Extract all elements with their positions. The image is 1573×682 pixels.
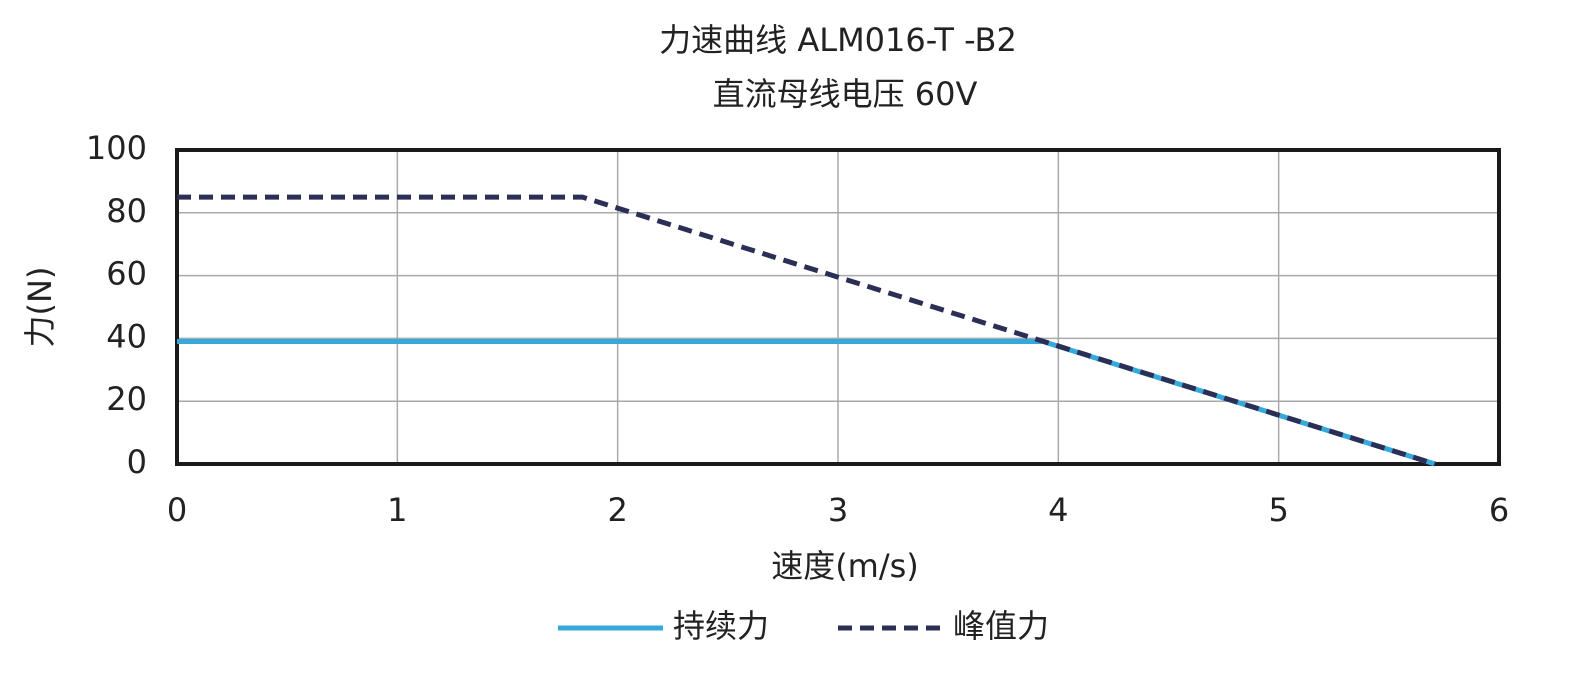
x-axis-label: 速度(m/s) <box>771 547 919 585</box>
plot-frame <box>175 148 1501 466</box>
series-line <box>177 194 1436 467</box>
chart-title: 力速曲线 ALM016-T -B2 <box>659 21 1017 59</box>
y-tick-label: 60 <box>106 255 147 293</box>
y-tick-label: 40 <box>106 317 147 355</box>
y-tick-label: 80 <box>106 192 147 230</box>
x-tick-label: 1 <box>387 491 407 529</box>
x-tick-label: 0 <box>167 491 187 529</box>
x-tick-label: 3 <box>828 491 848 529</box>
x-tick-label: 6 <box>1489 491 1509 529</box>
y-tick-label: 20 <box>106 380 147 418</box>
legend-label: 峰值力 <box>953 607 1049 645</box>
x-tick-label: 4 <box>1048 491 1068 529</box>
y-axis-label: 力(N) <box>21 267 59 348</box>
x-tick-label: 5 <box>1268 491 1288 529</box>
y-tick-label: 100 <box>86 129 147 167</box>
x-tick-label: 2 <box>607 491 627 529</box>
chart-subtitle: 直流母线电压 60V <box>713 75 978 113</box>
legend-label: 持续力 <box>673 607 769 645</box>
y-tick-label: 0 <box>127 443 147 481</box>
